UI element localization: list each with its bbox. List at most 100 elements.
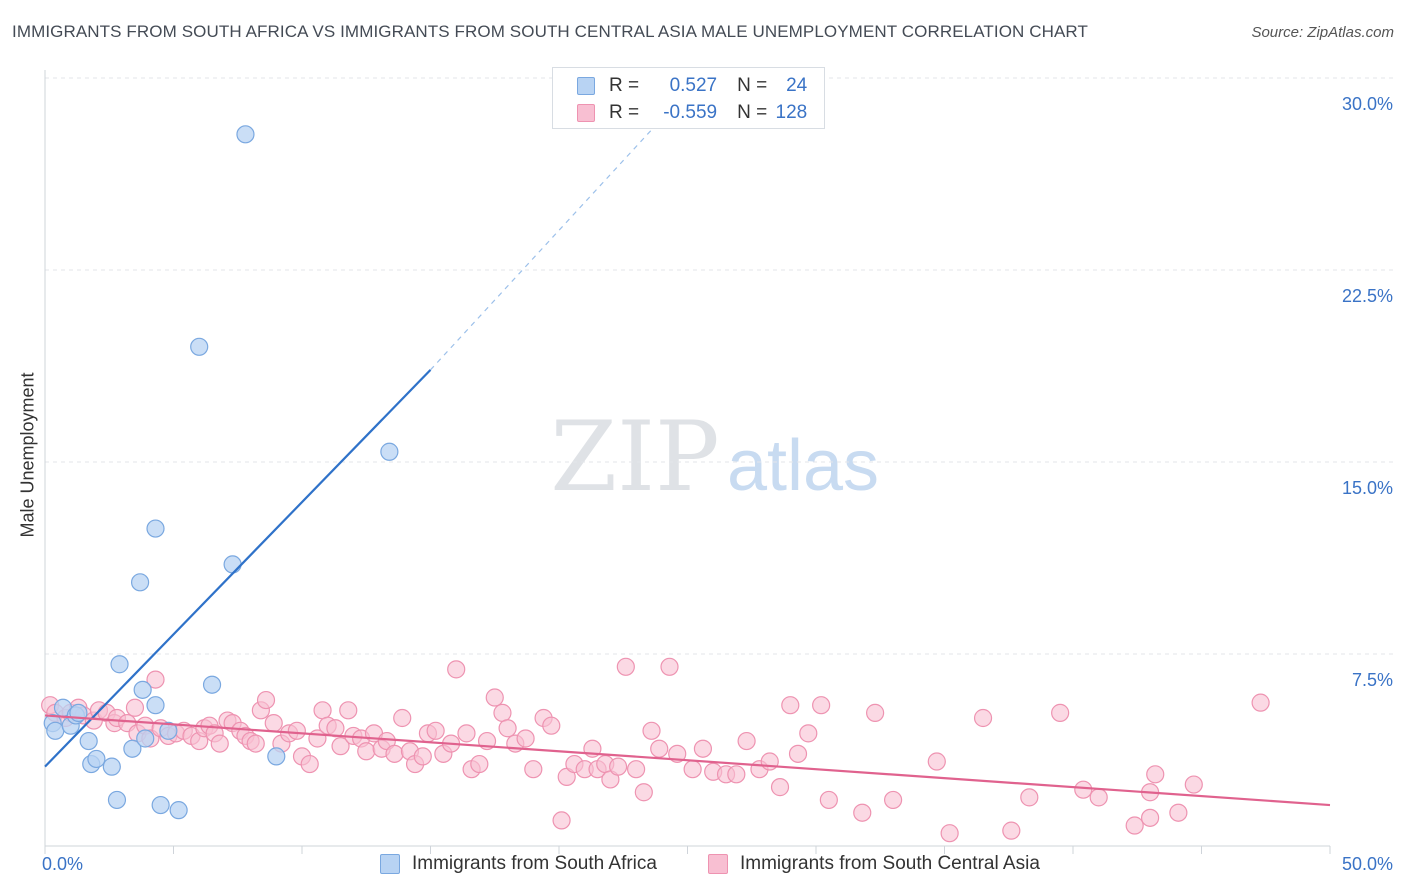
legend-n-value: 128 <box>775 102 808 123</box>
data-point-south-central-asia <box>883 790 903 810</box>
data-point-south-africa <box>267 747 286 766</box>
data-point-south-central-asia <box>683 760 702 779</box>
data-point-south-central-asia <box>485 688 504 707</box>
data-point-south-africa <box>133 680 152 699</box>
data-point-south-central-asia <box>660 657 679 676</box>
data-point-south-central-asia <box>1184 775 1203 794</box>
data-point-south-central-asia <box>1074 780 1093 799</box>
data-point-south-central-asia <box>1002 821 1021 840</box>
y-tick-label: 15.0% <box>1342 478 1393 498</box>
data-point-south-central-asia <box>781 696 800 715</box>
data-point-south-central-asia <box>385 744 404 763</box>
grid-lines <box>45 77 1395 655</box>
watermark-atlas: atlas <box>727 426 879 506</box>
x-tick-label: 50.0% <box>1342 854 1393 874</box>
data-point-south-central-asia <box>616 657 635 676</box>
bottom-legend-swatch-pink <box>708 854 728 874</box>
y-tick-label: 7.5% <box>1352 670 1393 690</box>
data-point-south-central-asia <box>693 739 713 758</box>
data-point-south-central-asia <box>770 778 790 797</box>
data-point-south-central-asia <box>426 721 445 740</box>
data-point-south-central-asia <box>1020 788 1039 807</box>
legend-row-south-africa: R = 0.527 N = 24 <box>577 74 807 98</box>
data-point-south-africa <box>110 655 129 674</box>
data-point-south-africa <box>159 721 178 740</box>
data-point-south-africa <box>236 125 255 144</box>
series-south-central-asia-points <box>41 657 1270 843</box>
data-point-south-africa <box>107 790 127 810</box>
bottom-legend-label: Immigrants from South Central Asia <box>740 853 1040 874</box>
legend-r-label: R = <box>609 102 640 123</box>
data-point-south-central-asia <box>1051 703 1070 722</box>
legend-n-label: N = <box>737 75 768 96</box>
data-point-south-africa <box>123 739 142 758</box>
source-label: Source: ZipAtlas.com <box>1251 24 1394 41</box>
data-point-south-central-asia <box>287 721 306 740</box>
tick-labels: 7.5% 15.0% 22.5% 30.0% 0.0% 50.0% <box>42 94 1393 874</box>
data-point-south-central-asia <box>542 716 561 735</box>
data-point-south-central-asia <box>819 790 838 810</box>
data-point-south-central-asia <box>264 714 283 733</box>
data-point-south-africa <box>87 749 106 769</box>
data-point-south-central-asia <box>210 734 229 753</box>
y-tick-label: 22.5% <box>1342 286 1393 306</box>
legend-n-value: 24 <box>786 75 808 96</box>
trend-lines <box>44 90 1331 807</box>
data-point-south-central-asia <box>470 754 489 774</box>
data-point-south-central-asia <box>125 698 145 717</box>
legend-row-south-central-asia: R = -0.559 N = 128 <box>577 101 807 125</box>
data-point-south-central-asia <box>1169 803 1188 822</box>
watermark-zip: ZIP <box>550 401 719 513</box>
data-point-south-central-asia <box>788 744 808 763</box>
data-point-south-central-asia <box>727 765 746 784</box>
data-point-south-africa <box>223 555 242 574</box>
data-point-south-central-asia <box>609 757 628 776</box>
data-point-south-central-asia <box>1125 816 1144 835</box>
data-point-south-central-asia <box>1089 788 1108 807</box>
correlation-legend: R = 0.527 N = 24 R = -0.559 N = 128 <box>552 67 825 129</box>
data-point-south-africa <box>169 801 188 820</box>
trend-line-south-central-asia <box>44 714 1331 807</box>
bottom-legend-swatch-blue <box>380 854 400 874</box>
data-point-south-central-asia <box>146 670 165 689</box>
x-tick-label: 0.0% <box>42 854 83 874</box>
data-point-south-central-asia <box>853 803 872 822</box>
data-point-south-central-asia <box>447 660 466 679</box>
data-point-south-central-asia <box>413 747 432 766</box>
data-point-south-africa <box>151 795 170 815</box>
data-point-south-central-asia <box>331 737 350 756</box>
data-point-south-africa <box>190 337 209 356</box>
data-point-south-central-asia <box>516 729 535 748</box>
legend-r-value: 0.527 <box>669 75 718 96</box>
chart-title: IMMIGRANTS FROM SOUTH AFRICA VS IMMIGRAN… <box>12 22 1088 41</box>
data-point-south-central-asia <box>799 724 818 743</box>
data-point-south-central-asia <box>940 824 959 843</box>
data-point-south-central-asia <box>634 783 653 802</box>
data-point-south-central-asia <box>524 760 543 779</box>
data-point-south-central-asia <box>493 703 512 722</box>
data-point-south-central-asia <box>866 703 885 722</box>
bottom-legend-south-africa: Immigrants from South Africa <box>380 852 657 876</box>
data-point-south-central-asia <box>457 724 476 743</box>
data-point-south-central-asia <box>642 721 661 740</box>
legend-swatch-blue <box>577 77 595 95</box>
data-point-south-africa <box>79 731 98 751</box>
trend-line-south-africa-extension <box>430 90 688 371</box>
data-point-south-central-asia <box>498 719 517 738</box>
data-point-south-central-asia <box>256 690 276 710</box>
data-point-south-central-asia <box>1146 765 1165 784</box>
data-point-south-central-asia <box>339 701 358 720</box>
watermark: ZIP atlas <box>550 401 879 513</box>
data-point-south-central-asia <box>812 696 831 715</box>
data-point-south-central-asia <box>650 739 669 758</box>
data-point-south-africa <box>102 757 121 776</box>
data-point-south-central-asia <box>552 811 571 830</box>
legend-n-label: N = <box>737 102 768 123</box>
data-point-south-central-asia <box>927 752 946 771</box>
trend-line-south-africa <box>44 369 432 768</box>
data-point-south-central-asia <box>313 701 332 720</box>
data-point-south-central-asia <box>973 708 993 728</box>
data-point-south-central-asia <box>300 754 319 774</box>
data-point-south-africa <box>46 721 65 740</box>
